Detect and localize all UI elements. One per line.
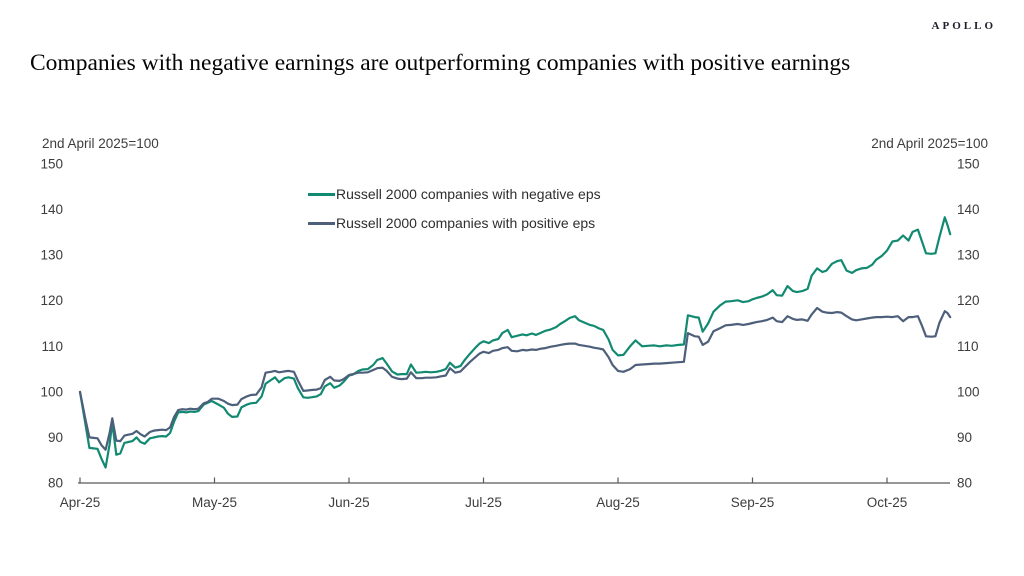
- positive-eps-line-swatch: [308, 221, 335, 225]
- x-tick-label: Jul-25: [465, 495, 502, 510]
- right-axis-note: 2nd April 2025=100: [871, 136, 988, 151]
- x-tick-label: Aug-25: [596, 495, 640, 510]
- x-tick-label: Jun-25: [328, 495, 369, 510]
- x-tick-label: Oct-25: [867, 495, 908, 510]
- negative-eps-line-swatch: [308, 192, 335, 196]
- y-tick-label-left: 110: [41, 339, 63, 354]
- legend-item-negative-eps: Russell 2000 companies with negative eps: [308, 185, 601, 203]
- left-axis-note: 2nd April 2025=100: [42, 136, 159, 151]
- chart-legend: Russell 2000 companies with negative eps…: [308, 185, 601, 243]
- y-tick-label-left: 150: [40, 157, 63, 172]
- legend-label-positive-eps: Russell 2000 companies with positive eps: [336, 215, 596, 231]
- legend-label-negative-eps: Russell 2000 companies with negative eps: [336, 186, 601, 202]
- legend-item-positive-eps: Russell 2000 companies with positive eps: [308, 214, 601, 232]
- y-tick-label-right: 90: [957, 430, 972, 445]
- y-tick-label-left: 120: [40, 293, 63, 308]
- apollo-logo: APOLLO: [931, 20, 996, 32]
- x-tick-label: Apr-25: [60, 495, 101, 510]
- y-tick-label-right: 120: [957, 293, 980, 308]
- x-tick-label: Sep-25: [731, 495, 775, 510]
- y-tick-label-right: 150: [957, 157, 980, 172]
- series-line-1: [78, 306, 952, 451]
- x-tick-label: May-25: [192, 495, 237, 510]
- y-tick-label-right: 80: [957, 476, 972, 491]
- y-tick-label-left: 100: [40, 384, 63, 399]
- y-tick-label-right: 140: [957, 202, 980, 217]
- y-tick-label-right: 130: [957, 248, 980, 263]
- y-tick-label-left: 140: [40, 202, 63, 217]
- y-tick-label-left: 130: [40, 248, 63, 263]
- page-title: Companies with negative earnings are out…: [30, 50, 851, 76]
- series-line-0: [78, 216, 952, 469]
- y-tick-label-right: 100: [957, 384, 980, 399]
- y-tick-label-left: 90: [48, 430, 63, 445]
- y-tick-label-right: 110: [957, 339, 979, 354]
- y-tick-label-left: 80: [48, 476, 63, 491]
